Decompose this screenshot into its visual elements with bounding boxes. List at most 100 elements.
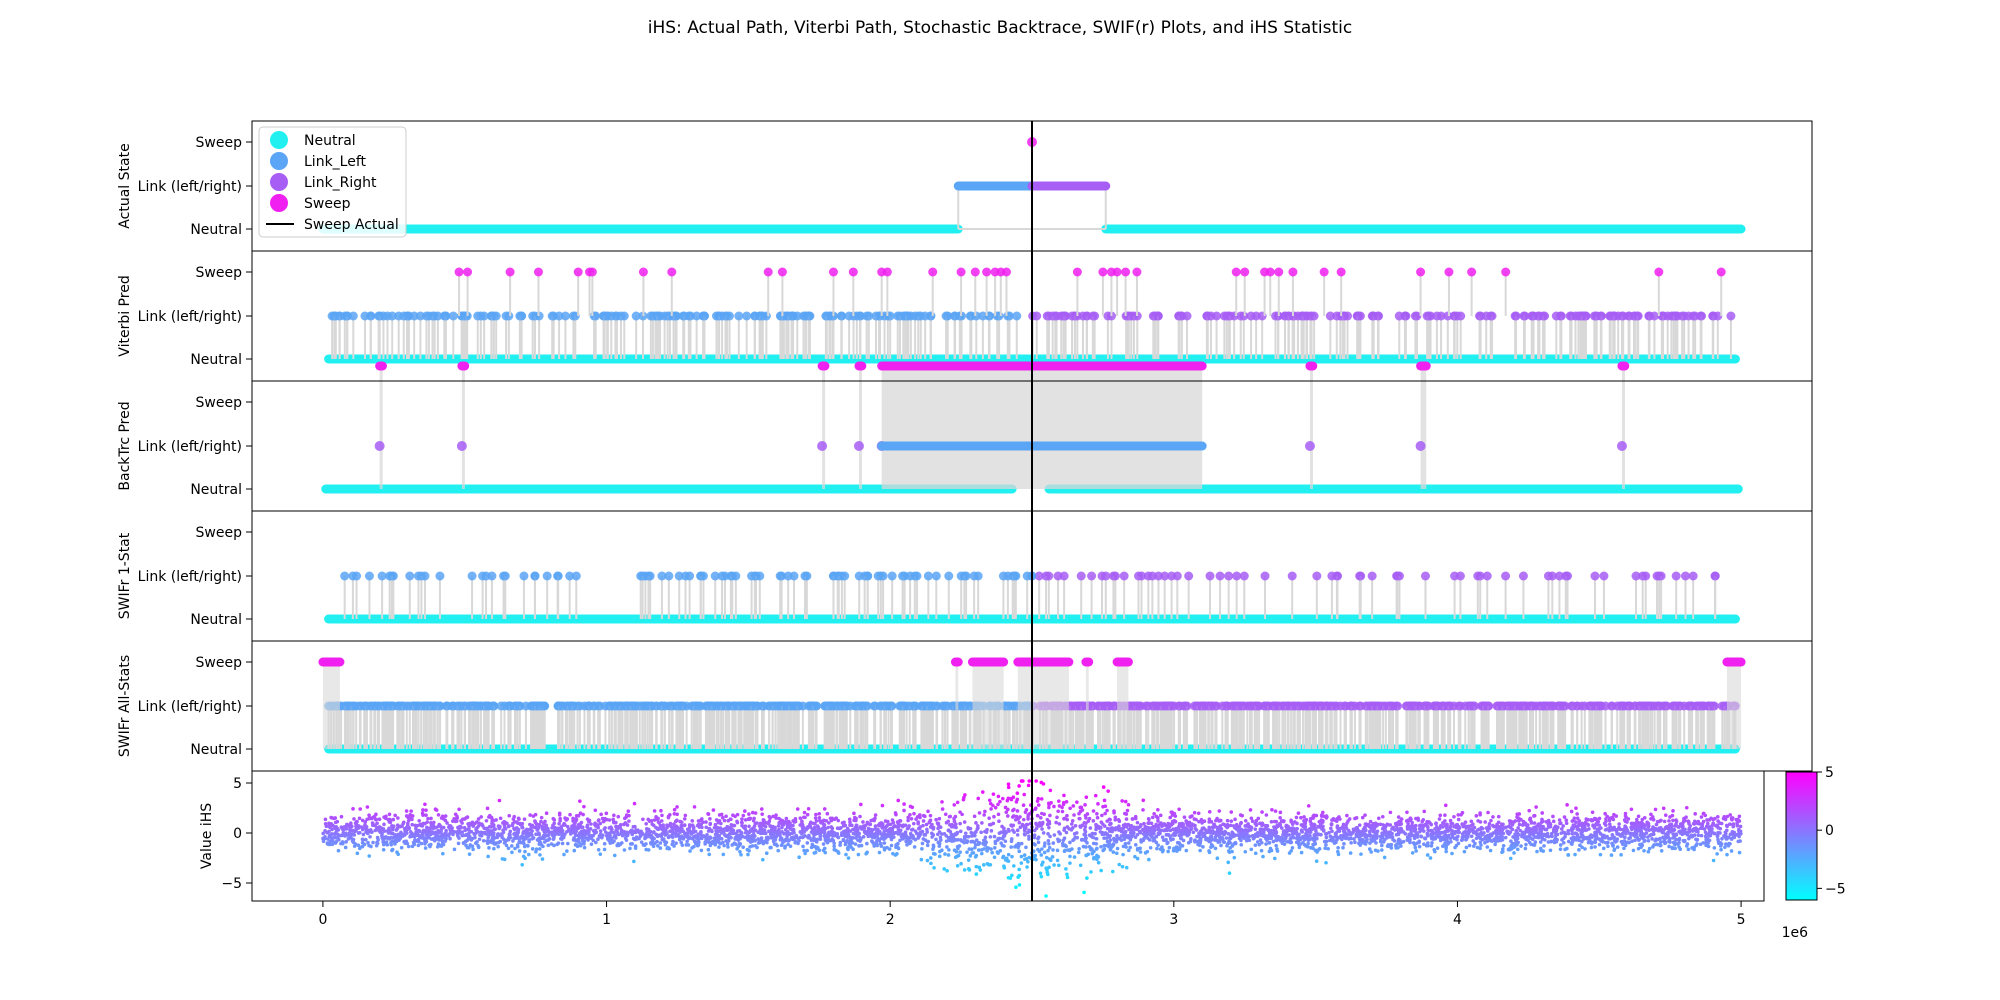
sweep-region xyxy=(1017,662,1069,749)
ihs-point xyxy=(377,817,382,822)
link-point xyxy=(1082,311,1092,321)
ihs-point xyxy=(1192,810,1197,815)
sweep-region xyxy=(1117,662,1129,749)
link-point xyxy=(479,701,489,711)
y-tick-label: 0 xyxy=(233,826,242,842)
link-point xyxy=(913,311,923,321)
ihs-point xyxy=(1068,840,1072,845)
ihs-point xyxy=(1570,831,1575,836)
link-point xyxy=(873,571,883,581)
ihs-point xyxy=(599,812,603,817)
ihs-point xyxy=(1524,842,1528,847)
link-point xyxy=(615,701,625,711)
link-point xyxy=(606,311,616,321)
ihs-point xyxy=(1668,840,1672,844)
ihs-point xyxy=(641,817,645,822)
link-point xyxy=(1041,571,1051,581)
link-point xyxy=(1518,571,1528,581)
ihs-point xyxy=(1535,849,1539,854)
ihs-point xyxy=(1577,848,1581,852)
link-point xyxy=(1566,311,1576,321)
link-point xyxy=(971,311,981,321)
figure-title: iHS: Actual Path, Viterbi Path, Stochast… xyxy=(648,18,1352,38)
ihs-point xyxy=(942,867,947,871)
ihs-point xyxy=(1509,839,1513,843)
ihs-point xyxy=(472,832,477,837)
sweep-point xyxy=(1231,267,1241,277)
link-point xyxy=(631,311,641,321)
ihs-point xyxy=(910,827,915,832)
sweep-point xyxy=(1444,267,1454,277)
link-point xyxy=(352,571,362,581)
ihs-point xyxy=(1167,845,1172,850)
link-point xyxy=(1076,701,1086,711)
link-point xyxy=(1164,701,1174,711)
ihs-point xyxy=(1019,854,1024,859)
link-point xyxy=(1542,701,1552,711)
sweep-point xyxy=(956,267,966,277)
link-point xyxy=(1087,571,1097,581)
ihs-point xyxy=(1264,813,1269,817)
ihs-point xyxy=(1056,809,1060,814)
ihs-point xyxy=(732,823,737,828)
ihs-point xyxy=(1227,871,1232,875)
ihs-point xyxy=(1259,840,1264,845)
link-point xyxy=(530,571,540,581)
ihs-point xyxy=(1380,814,1385,819)
ihs-point xyxy=(1295,826,1299,831)
legend-marker xyxy=(270,131,288,149)
ihs-point xyxy=(921,823,925,828)
ihs-point xyxy=(487,846,491,850)
link-point xyxy=(901,311,911,321)
link-point xyxy=(567,701,577,711)
ihs-point xyxy=(674,841,678,845)
link-point xyxy=(1519,311,1529,321)
link-point xyxy=(1483,701,1493,711)
link-point xyxy=(717,571,727,581)
ihs-point xyxy=(652,809,657,813)
link-point xyxy=(931,571,941,581)
ihs-point xyxy=(1072,855,1077,859)
ihs-point xyxy=(1405,810,1409,815)
ihs-point xyxy=(572,848,577,853)
ihs-point xyxy=(692,805,697,809)
link-point xyxy=(1617,311,1627,321)
ihs-point xyxy=(436,813,441,817)
ihs-point xyxy=(1154,840,1159,845)
ihs-point xyxy=(934,837,938,842)
ihs-point xyxy=(1329,826,1333,831)
ihs-point xyxy=(952,803,957,807)
link-point xyxy=(1519,701,1529,711)
link-point xyxy=(1653,701,1663,711)
ihs-point xyxy=(1464,837,1468,842)
ihs-point xyxy=(1051,841,1056,845)
ihs-point xyxy=(479,815,484,819)
ihs-point xyxy=(537,822,542,827)
ihs-point xyxy=(471,847,475,852)
ihs-point xyxy=(1659,840,1663,844)
y-tick-label: Neutral xyxy=(190,742,242,758)
ihs-point xyxy=(1529,821,1534,825)
ihs-point xyxy=(898,838,902,843)
ihs-point xyxy=(1671,809,1675,813)
link-point xyxy=(584,701,594,711)
ihs-point xyxy=(504,843,509,848)
link-point xyxy=(486,311,496,321)
ihs-point xyxy=(1667,844,1671,849)
ihs-point xyxy=(1128,845,1132,850)
link-point xyxy=(1510,701,1520,711)
ihs-point xyxy=(562,852,566,857)
ihs-point xyxy=(1456,813,1461,817)
link-point xyxy=(435,571,445,581)
ihs-point xyxy=(1640,817,1645,822)
link-point xyxy=(926,311,936,321)
link-point xyxy=(416,571,426,581)
link-point xyxy=(1095,701,1105,711)
link-point xyxy=(387,571,397,581)
ihs-point xyxy=(1627,836,1631,841)
ihs-point xyxy=(1629,807,1634,812)
link-point xyxy=(1153,311,1163,321)
ihs-point xyxy=(938,849,942,854)
ihs-point xyxy=(724,814,728,819)
ihs-point xyxy=(1501,843,1506,848)
